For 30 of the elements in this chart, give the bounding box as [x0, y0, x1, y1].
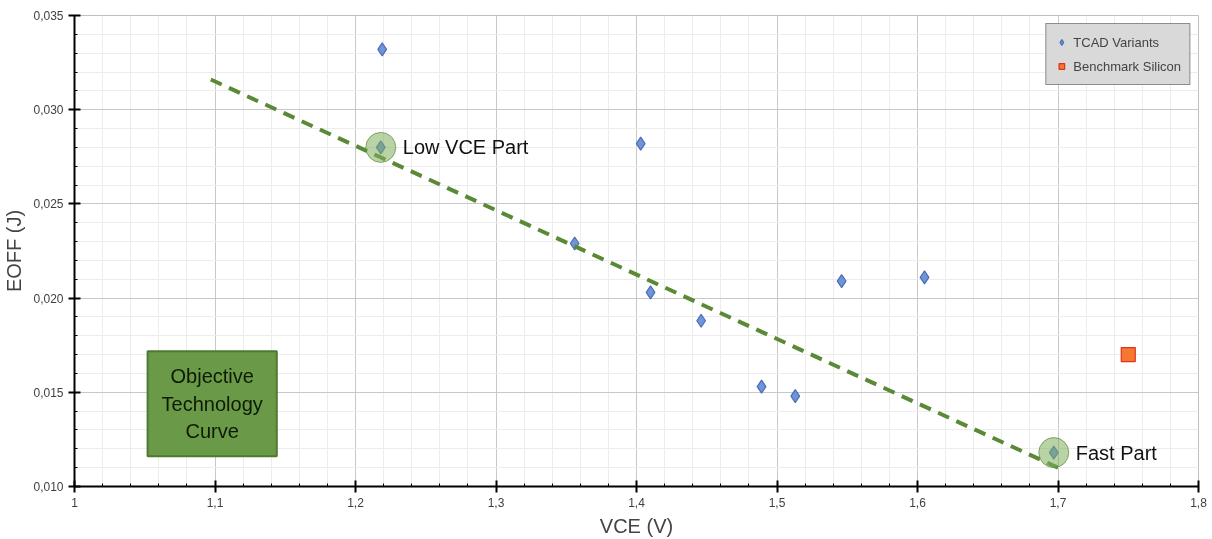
y-tick-label: 0,025 [33, 197, 64, 212]
annotation: Objective Technology Curve [161, 365, 263, 443]
legend-label: Benchmark Silicon [1073, 58, 1181, 74]
y-tick-label: 0,010 [33, 480, 64, 494]
x-tick-label: 1,8 [1190, 495, 1208, 510]
x-tick-label: 1,6 [909, 495, 927, 510]
point [919, 270, 930, 285]
point [756, 379, 767, 394]
y-tick-label: 0,030 [33, 103, 64, 118]
y-axis-title: EOFF (J) [3, 209, 26, 293]
annotation: Fast Part [1075, 441, 1158, 464]
y-tick-label: 0,015 [33, 385, 64, 400]
x-tick-label: 1,1 [206, 495, 224, 510]
y-tick-label: 0,035 [33, 9, 64, 23]
point [836, 274, 847, 289]
point [377, 42, 388, 57]
point [696, 313, 707, 328]
point [635, 136, 646, 151]
legend-label: TCAD Variants [1073, 34, 1160, 50]
y-tick-label: 0,020 [33, 291, 64, 306]
point [1120, 347, 1136, 363]
x-tick-label: 1,2 [347, 495, 365, 510]
x-tick-label: 1,3 [487, 495, 505, 510]
annotation: Low VCE Part [402, 136, 529, 159]
x-tick-label: 1,5 [768, 495, 786, 510]
x-tick-label: 1,7 [1049, 495, 1067, 510]
x-tick-label: 1,4 [628, 495, 646, 510]
x-tick-label: 1 [71, 495, 79, 510]
x-axis-title: VCE (V) [599, 514, 674, 537]
point [645, 285, 656, 300]
